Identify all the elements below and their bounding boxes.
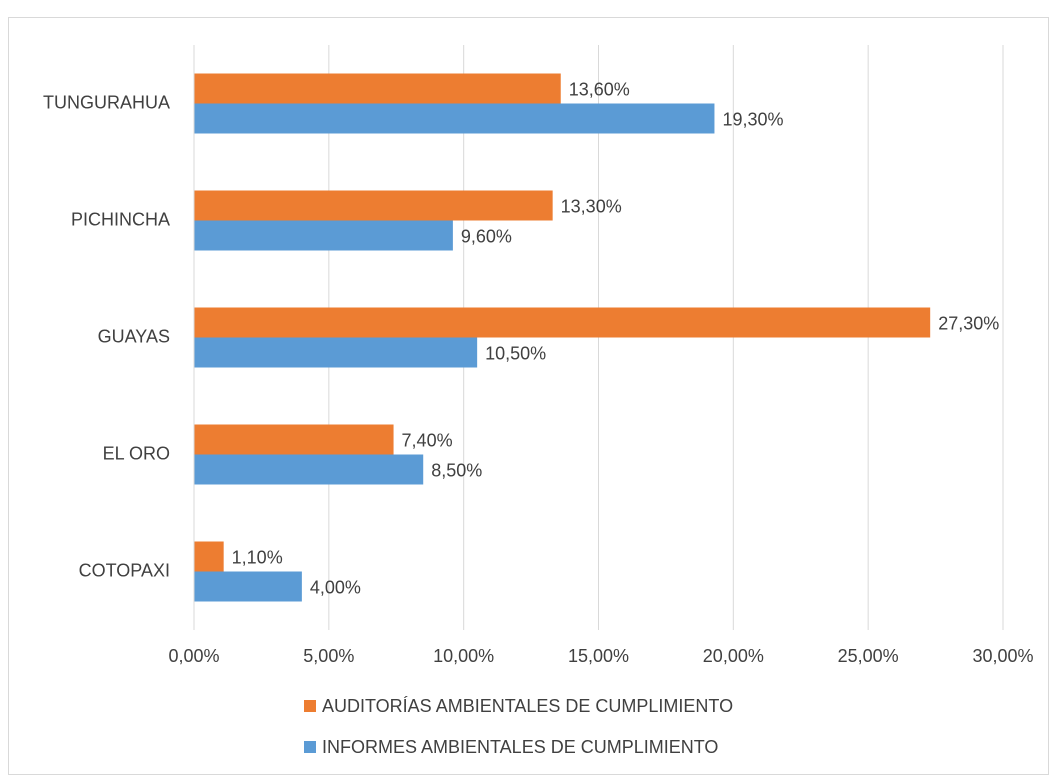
bar: [194, 541, 224, 572]
bar: [194, 73, 561, 104]
x-tick-label: 15,00%: [568, 646, 629, 666]
y-tick-label: GUAYAS: [98, 326, 170, 346]
data-label: 27,30%: [938, 313, 999, 333]
bar: [194, 220, 453, 251]
y-tick-label: PICHINCHA: [71, 209, 170, 229]
data-label: 9,60%: [461, 226, 512, 246]
data-label: 10,50%: [485, 343, 546, 363]
data-label: 4,00%: [310, 577, 361, 597]
data-label: 8,50%: [431, 460, 482, 480]
legend-label: AUDITORÍAS AMBIENTALES DE CUMPLIMIENTO: [322, 696, 733, 716]
bar: [194, 103, 715, 134]
x-tick-label: 10,00%: [433, 646, 494, 666]
bar: [194, 454, 424, 485]
data-label: 13,30%: [561, 196, 622, 216]
y-tick-label: COTOPAXI: [79, 560, 170, 580]
x-tick-label: 20,00%: [703, 646, 764, 666]
legend-swatch: [304, 700, 316, 712]
chart-border: [8, 17, 1049, 775]
data-label: 7,40%: [402, 430, 453, 450]
data-label: 19,30%: [722, 109, 783, 129]
x-tick-label: 25,00%: [838, 646, 899, 666]
x-tick-label: 30,00%: [972, 646, 1033, 666]
bar: [194, 190, 553, 221]
bar: [194, 571, 302, 602]
legend-swatch: [304, 741, 316, 753]
x-tick-label: 5,00%: [303, 646, 354, 666]
data-label: 1,10%: [232, 547, 283, 567]
bar: [194, 337, 478, 368]
data-label: 13,60%: [569, 79, 630, 99]
y-tick-label: EL ORO: [103, 443, 170, 463]
bar: [194, 307, 931, 338]
x-tick-label: 0,00%: [168, 646, 219, 666]
y-tick-label: TUNGURAHUA: [43, 92, 170, 112]
bar: [194, 424, 394, 455]
legend-label: INFORMES AMBIENTALES DE CUMPLIMIENTO: [322, 737, 718, 757]
